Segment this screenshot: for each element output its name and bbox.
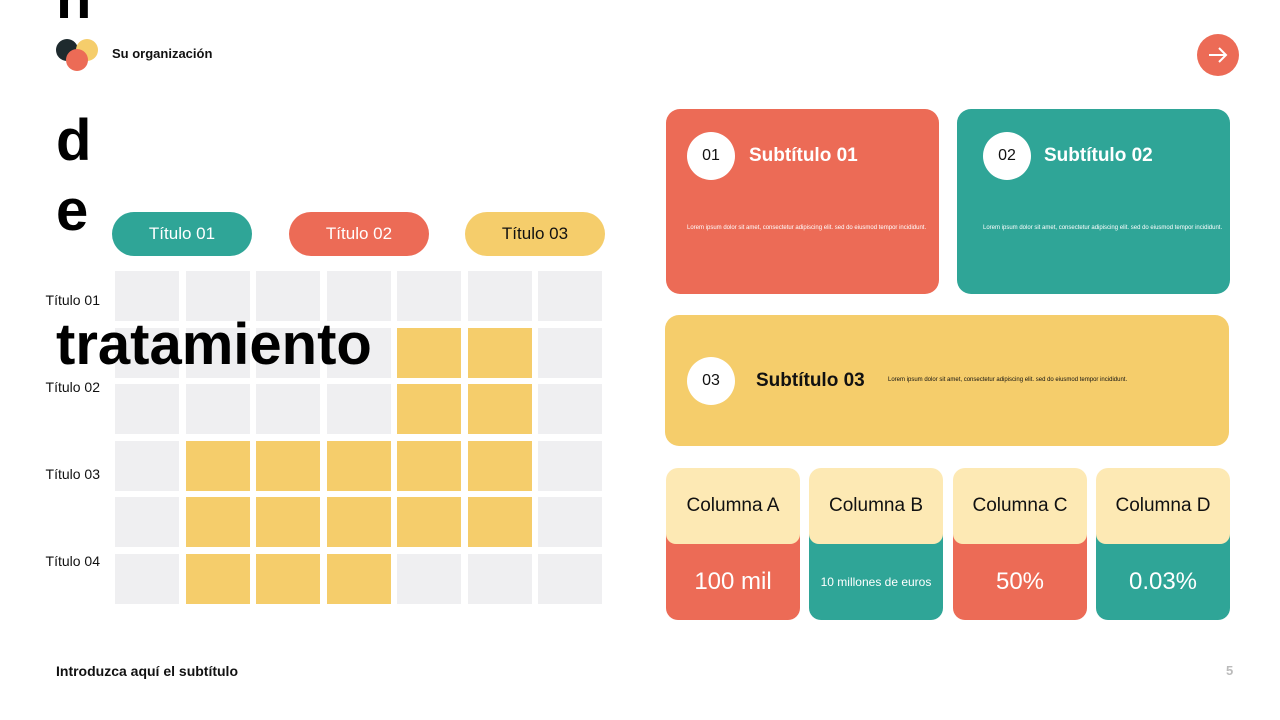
column-card: Columna B 10 millones de euros	[809, 468, 943, 620]
card-number: 02	[983, 132, 1031, 180]
column-header: Título 03	[465, 212, 605, 256]
matrix-cell	[397, 553, 461, 604]
column-value: 0.03%	[1096, 534, 1230, 620]
card-text: Lorem ipsum dolor sit amet, consectetur …	[687, 225, 927, 231]
matrix-cell	[326, 327, 391, 378]
matrix-cell	[185, 327, 250, 378]
card: 03 Subtítulo 03 Lorem ipsum dolor sit am…	[665, 315, 1229, 446]
matrix-cell	[185, 553, 250, 604]
matrix-cell	[397, 271, 461, 321]
title-line: d	[56, 108, 92, 173]
footer-subtitle: Introduzca aquí el subtítulo	[56, 663, 238, 679]
matrix-cell	[326, 553, 391, 604]
column-card: Columna C 50%	[953, 468, 1087, 620]
logo	[56, 39, 98, 71]
matrix-cell	[326, 497, 391, 547]
title-line: e	[56, 178, 89, 243]
matrix-cell	[326, 384, 391, 434]
card-subtitle: Subtítulo 01	[749, 145, 858, 166]
matrix-cell	[538, 384, 602, 434]
column-card: Columna D 0.03%	[1096, 468, 1230, 620]
matrix-cell	[256, 327, 320, 378]
row-label: Título 04	[45, 553, 100, 569]
card-text: Lorem ipsum dolor sit amet, consectetur …	[888, 377, 1128, 383]
matrix-cell	[467, 327, 532, 378]
column-value: 50%	[953, 534, 1087, 620]
matrix-cell	[115, 271, 179, 321]
organization: Su organización	[112, 46, 213, 61]
matrix-cell	[115, 327, 179, 378]
matrix-cell	[185, 497, 250, 547]
matrix-cell	[256, 384, 320, 434]
matrix-cell	[467, 384, 532, 434]
matrix-cell	[467, 497, 532, 547]
next-button[interactable]	[1197, 34, 1239, 76]
matrix-cell	[326, 440, 391, 491]
column-card: Columna A 100 mil	[666, 468, 800, 620]
column-header: Título 02	[289, 212, 429, 256]
column-header: Título 01	[112, 212, 252, 256]
column-value: 100 mil	[666, 534, 800, 620]
card-text: Lorem ipsum dolor sit amet, consectetur …	[983, 225, 1223, 231]
matrix-cell	[185, 384, 250, 434]
column-label: Columna A	[666, 468, 800, 544]
matrix-cell	[538, 497, 602, 547]
card-subtitle: Subtítulo 02	[1044, 145, 1153, 166]
matrix-cell	[397, 384, 461, 434]
column-value: 10 millones de euros	[809, 534, 943, 620]
matrix-cell	[256, 497, 320, 547]
matrix-cell	[115, 440, 179, 491]
column-label: Columna C	[953, 468, 1087, 544]
matrix-cell	[326, 271, 391, 321]
matrix-cell	[538, 553, 602, 604]
card: 02 Subtítulo 02 Lorem ipsum dolor sit am…	[957, 109, 1230, 294]
card: 01 Subtítulo 01 Lorem ipsum dolor sit am…	[666, 109, 939, 294]
matrix-cell	[185, 440, 250, 491]
matrix-cell	[256, 271, 320, 321]
matrix-cell	[538, 327, 602, 378]
row-label: Título 02	[45, 379, 100, 395]
matrix-cell	[397, 440, 461, 491]
card-number: 03	[687, 357, 735, 405]
matrix-cell	[115, 553, 179, 604]
matrix-cell	[467, 553, 532, 604]
matrix-cell	[256, 553, 320, 604]
card-subtitle: Subtítulo 03	[756, 370, 865, 391]
matrix-cell	[397, 497, 461, 547]
matrix-cell	[538, 440, 602, 491]
column-label: Columna B	[809, 468, 943, 544]
title-line: tratamiento	[56, 312, 372, 377]
row-label: Título 03	[45, 466, 100, 482]
matrix-cell	[256, 440, 320, 491]
card-number: 01	[687, 132, 735, 180]
matrix-cell	[397, 327, 461, 378]
title-line: n	[56, 0, 91, 28]
matrix-cell	[115, 384, 179, 434]
matrix-cell	[538, 271, 602, 321]
matrix-cell	[467, 440, 532, 491]
matrix-cell	[115, 497, 179, 547]
matrix-cell	[467, 271, 532, 321]
matrix-cell	[185, 271, 250, 321]
page-number: 5	[1226, 663, 1234, 678]
row-label: Título 01	[45, 292, 100, 308]
column-label: Columna D	[1096, 468, 1230, 544]
